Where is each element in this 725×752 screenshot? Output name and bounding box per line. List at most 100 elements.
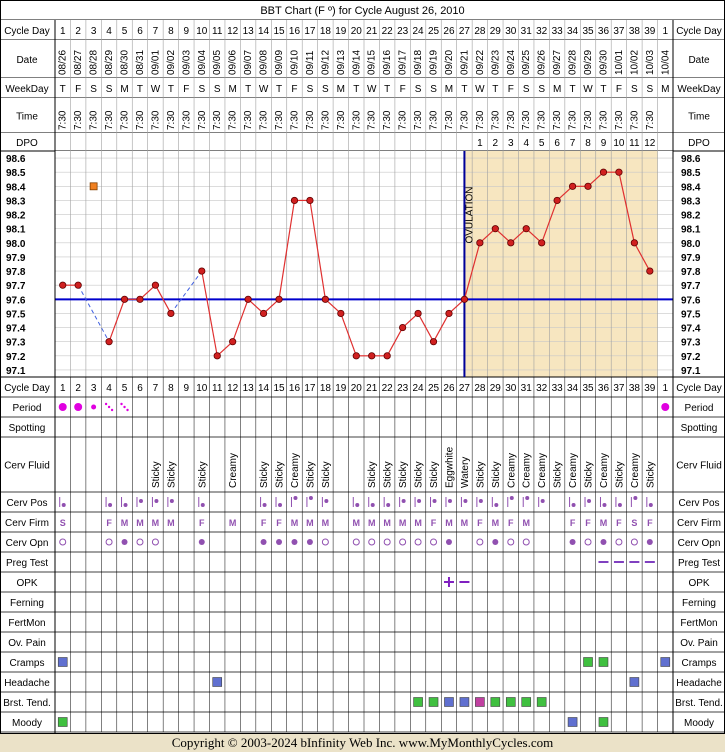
cervix-opening-open bbox=[430, 538, 438, 546]
cycle-day-number: 16 bbox=[289, 383, 301, 394]
cycle-day-number: 36 bbox=[598, 383, 610, 394]
cervix-opening-open bbox=[321, 538, 329, 546]
cervical-fluid-entry: Creamy bbox=[522, 453, 533, 488]
header-row-bg bbox=[0, 133, 725, 151]
header-cell-date: 09/21 bbox=[459, 50, 470, 75]
missing-temperature-bridge bbox=[77, 284, 110, 342]
cervix-opening-closed bbox=[492, 539, 499, 545]
temperature-point bbox=[491, 225, 499, 233]
cervix-position-dot bbox=[169, 499, 174, 503]
cervix-position-dot bbox=[617, 503, 622, 507]
temperature-point bbox=[429, 338, 438, 346]
cervical-fluid-entry: Sticky bbox=[383, 461, 394, 488]
temperature-point bbox=[213, 352, 221, 360]
row-label-left-spotting: Spotting bbox=[9, 423, 46, 434]
cervix-position-dot bbox=[633, 496, 638, 500]
header-cell-weekday: F bbox=[616, 84, 622, 95]
header-cell-weekday: T bbox=[60, 84, 66, 95]
y-tick-label-left: 98.6 bbox=[6, 154, 26, 165]
header-cell-time: 7:30 bbox=[135, 110, 146, 130]
header-cell-date: 09/19 bbox=[429, 50, 440, 75]
cervical-fluid-entry: Creamy bbox=[290, 453, 301, 488]
header-cell-dpo: 6 bbox=[554, 138, 560, 149]
cervix-firmness-entry: F bbox=[508, 518, 514, 528]
header-cell-cycle_day: 23 bbox=[397, 26, 409, 37]
header-cell-date: 08/26 bbox=[58, 50, 69, 75]
header-cell-cycle_day: 29 bbox=[490, 26, 502, 37]
period-flow-light bbox=[110, 408, 114, 412]
symptom-marker-headache bbox=[212, 677, 223, 687]
header-cell-cycle_day: 2 bbox=[75, 26, 81, 37]
cervix-opening-closed bbox=[121, 539, 128, 545]
cervix-position-dot bbox=[648, 503, 653, 507]
header-cell-dpo: 4 bbox=[523, 138, 529, 149]
header-cell-dpo: 11 bbox=[629, 138, 640, 149]
temperature-point bbox=[290, 196, 299, 205]
row-label-right-cervix_opening: Cerv Opn bbox=[678, 538, 721, 549]
header-cell-date: 09/05 bbox=[212, 50, 223, 75]
header-cell-weekday: S bbox=[631, 84, 638, 95]
temperature-line-segment bbox=[201, 270, 218, 356]
cervix-firmness-entry: F bbox=[431, 518, 437, 528]
symptom-marker-headache bbox=[629, 677, 640, 687]
period-flow-light bbox=[123, 405, 126, 409]
header-cell-date: 09/16 bbox=[382, 50, 393, 75]
cervix-firmness-entry: M bbox=[600, 518, 608, 528]
cervix-opening-open bbox=[352, 538, 360, 546]
symptom-marker-breast_tenderness bbox=[444, 697, 454, 707]
header-label-right-dpo: DPO bbox=[688, 138, 710, 149]
y-tick-label-right: 98.0 bbox=[681, 239, 701, 250]
header-cell-weekday: M bbox=[229, 84, 237, 95]
temperature-point bbox=[337, 309, 345, 318]
header-cell-cycle_day: 35 bbox=[582, 26, 594, 37]
header-cell-date: 08/30 bbox=[120, 50, 131, 75]
header-cell-cycle_day: 1 bbox=[60, 26, 66, 37]
row-label-right-headache: Headache bbox=[676, 678, 722, 689]
unconfirmed-temperature-point bbox=[89, 182, 98, 191]
temperature-point bbox=[476, 239, 484, 247]
header-cell-dpo: 10 bbox=[613, 138, 625, 149]
cervix-opening-closed bbox=[600, 539, 607, 545]
row-label-left-cramps: Cramps bbox=[9, 658, 44, 669]
header-label-right-time: Time bbox=[688, 112, 710, 123]
y-tick-label-left: 98.1 bbox=[6, 225, 26, 236]
header-cell-date: 09/17 bbox=[398, 50, 409, 75]
cycle-day-number: 37 bbox=[613, 383, 625, 394]
temperature-point bbox=[275, 295, 283, 303]
cycle-day-number: 12 bbox=[227, 383, 239, 394]
header-cell-time: 7:30 bbox=[382, 110, 393, 130]
period-flow-heavy bbox=[661, 403, 670, 411]
symptom-marker-breast_tenderness bbox=[536, 697, 547, 707]
symptom-marker-breast_tenderness bbox=[490, 697, 501, 707]
header-cell-date: 09/24 bbox=[506, 50, 517, 75]
header-cell-date: 09/02 bbox=[166, 50, 177, 75]
cervix-opening-open bbox=[630, 538, 638, 546]
header-cell-cycle_day: 1 bbox=[662, 26, 668, 37]
chart-title: BBT Chart (F º) for Cycle August 26, 201… bbox=[260, 5, 464, 17]
header-label-left-dpo: DPO bbox=[16, 138, 38, 149]
temperature-point bbox=[244, 295, 252, 303]
cervical-fluid-entry: Eggwhite bbox=[444, 446, 455, 488]
header-cell-cycle_day: 15 bbox=[273, 26, 285, 37]
temperature-line-segment bbox=[541, 200, 558, 244]
header-cell-weekday: W bbox=[367, 84, 377, 95]
row-label-right-spotting: Spotting bbox=[681, 423, 718, 434]
header-cell-cycle_day: 26 bbox=[443, 26, 455, 37]
header-cell-time: 7:30 bbox=[181, 110, 192, 130]
temperature-point bbox=[229, 338, 237, 346]
header-cell-weekday: T bbox=[276, 84, 282, 95]
y-tick-label-right: 98.1 bbox=[681, 225, 701, 236]
y-tick-label-left: 97.7 bbox=[6, 281, 26, 292]
row-label-left-fertmon: FertMon bbox=[8, 618, 45, 629]
cycle-day-number: 34 bbox=[567, 383, 579, 394]
cervix-position-dot bbox=[262, 503, 267, 507]
header-cell-cycle_day: 12 bbox=[227, 26, 239, 37]
cervix-position-dot bbox=[587, 499, 592, 503]
temperature-line-segment bbox=[633, 242, 651, 272]
header-cell-cycle_day: 34 bbox=[567, 26, 579, 37]
y-tick-label-left: 97.1 bbox=[6, 366, 26, 377]
header-cell-weekday: M bbox=[337, 84, 345, 95]
header-row-bg bbox=[0, 78, 725, 98]
cervix-position-dot bbox=[540, 499, 545, 503]
cervical-fluid-entry: Creamy bbox=[630, 453, 641, 488]
